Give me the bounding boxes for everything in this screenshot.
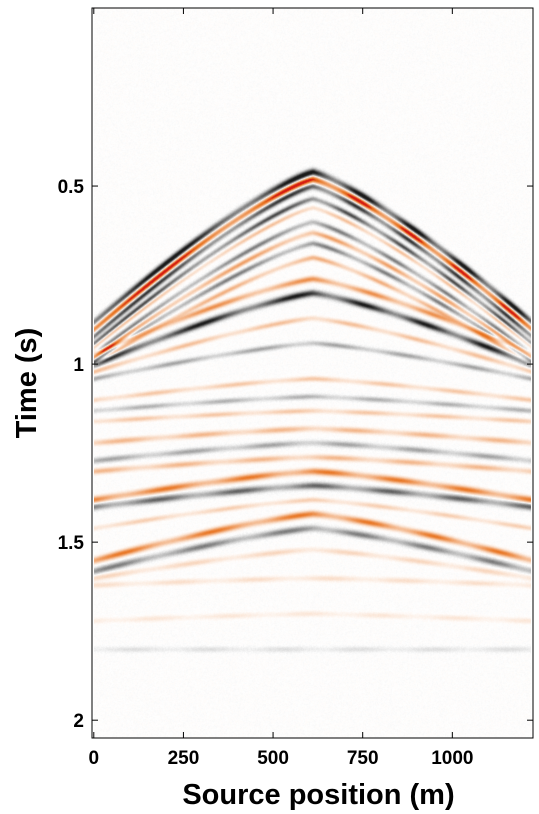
plot-frame [91, 7, 534, 739]
y-tick-label: 1.5 [58, 533, 85, 554]
x-axis: 0 250 500 750 1000 [89, 8, 473, 769]
x-tick-label: 500 [257, 748, 289, 769]
seismic-section-image [94, 8, 531, 738]
x-axis-label: Source position (m) [182, 779, 454, 811]
y-tick-label: 1 [73, 355, 84, 376]
x-tick-label: 250 [168, 748, 200, 769]
y-axis: 0.5 1 1.5 2 [58, 177, 533, 732]
y-tick-label: 2 [73, 711, 84, 732]
x-tick-label: 750 [347, 748, 379, 769]
y-tick-label: 0.5 [58, 177, 85, 198]
y-axis-label: Time (s) [11, 328, 43, 439]
x-tick-label: 1000 [431, 748, 473, 769]
x-tick-label: 0 [89, 748, 100, 769]
